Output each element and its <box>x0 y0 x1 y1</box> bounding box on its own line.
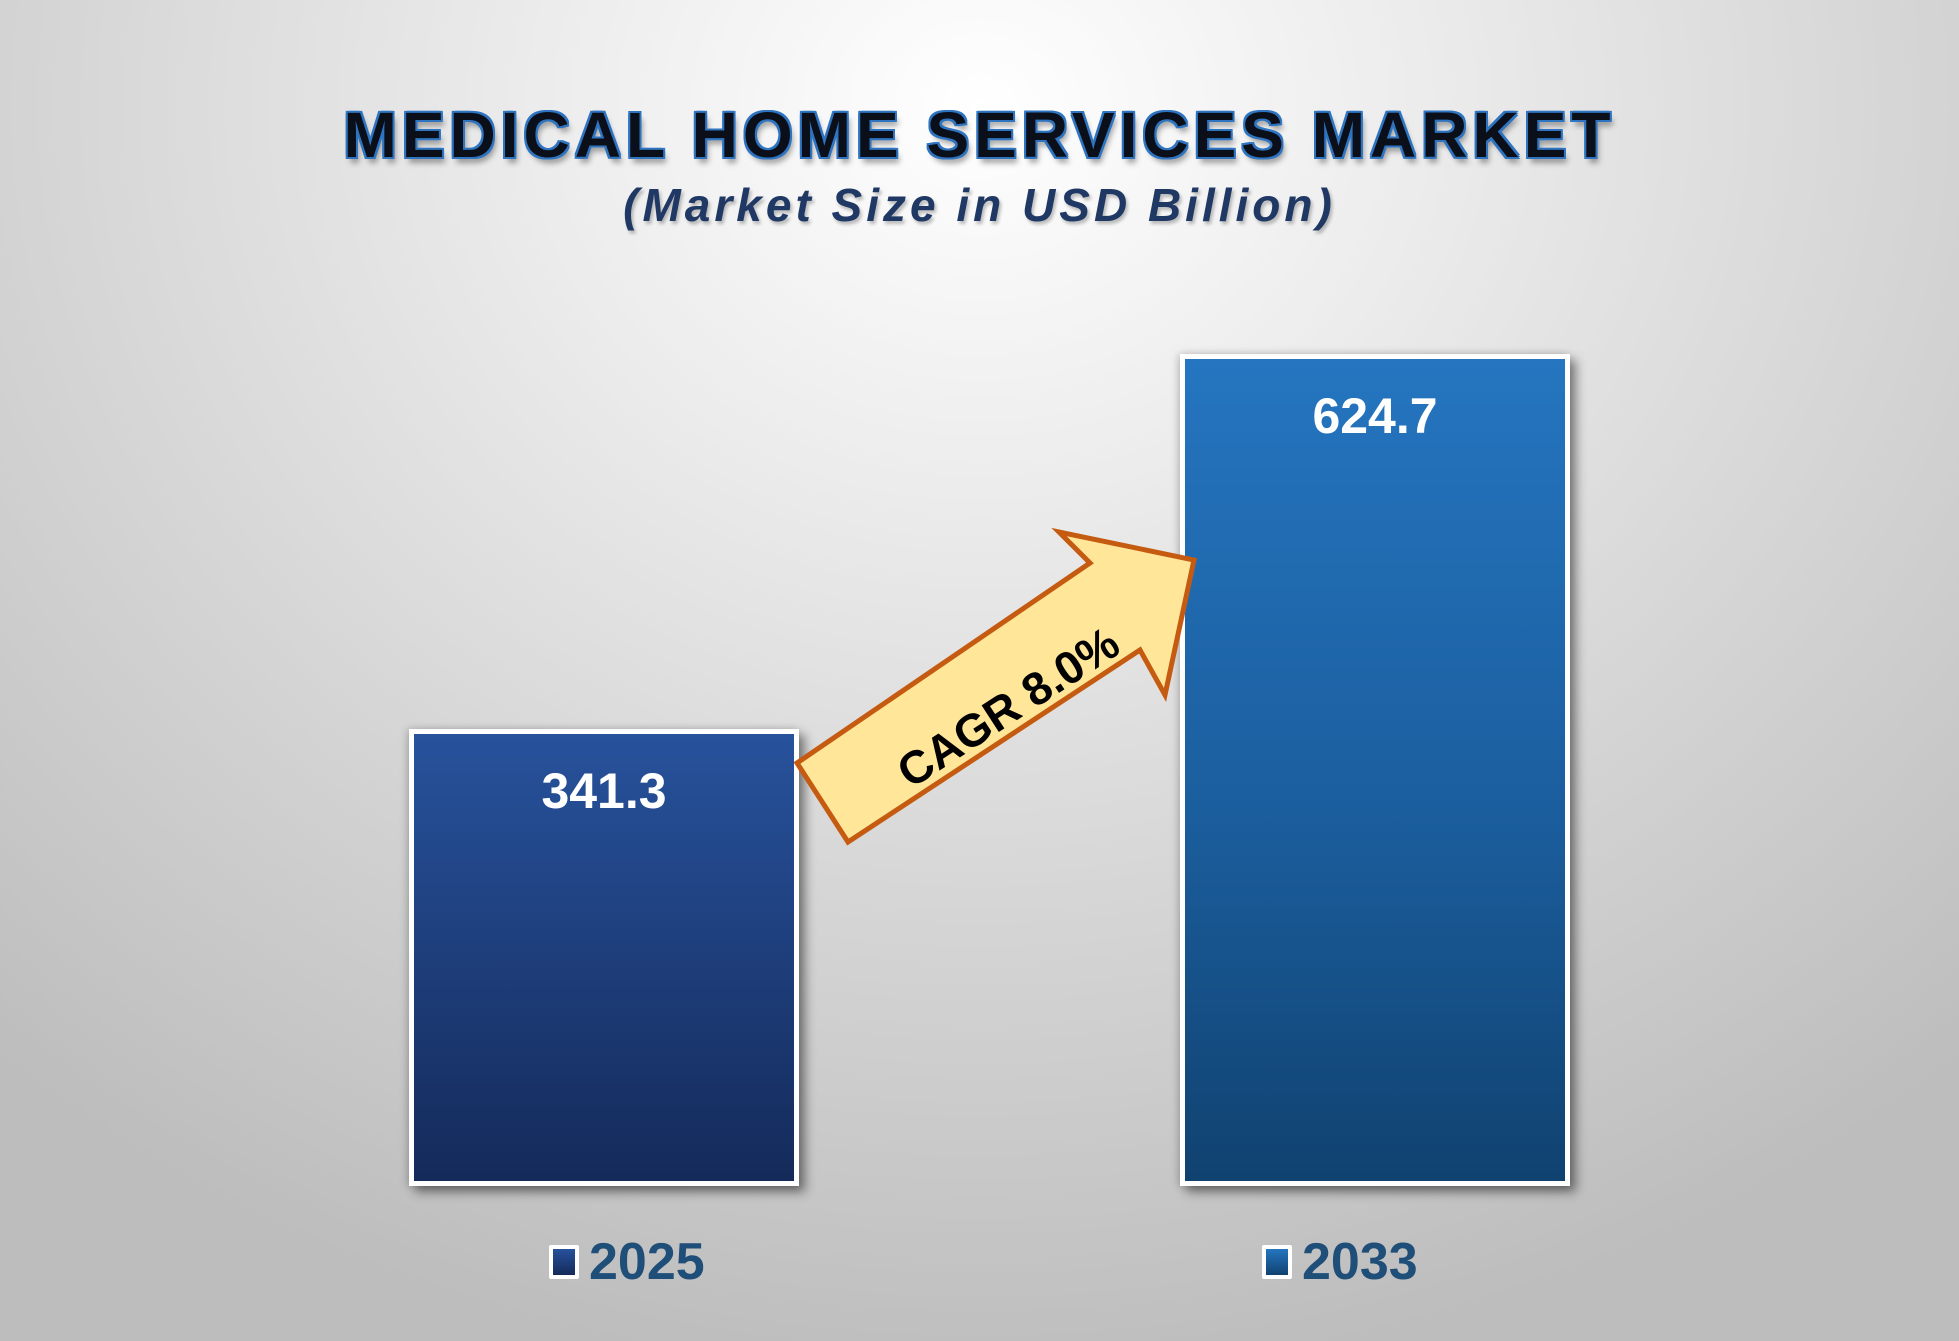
legend-label-2033: 2033 <box>1302 1233 1418 1291</box>
legend-swatch-icon <box>1262 1245 1292 1279</box>
bar-2033: 624.7 <box>1180 354 1570 1186</box>
legend-swatch-icon <box>549 1245 579 1279</box>
legend-label-2025: 2025 <box>589 1233 705 1291</box>
legend-item-2033: 2033 <box>1262 1232 1418 1292</box>
cagr-label: CAGR 8.0% <box>887 616 1129 798</box>
chart-title: MEDICAL HOME SERVICES MARKET <box>343 99 1616 171</box>
bar-value-label-2033: 624.7 <box>1312 388 1438 444</box>
chart-subtitle: (Market Size in USD Billion) <box>623 179 1336 231</box>
legend-item-2025: 2025 <box>549 1232 705 1292</box>
bar-2025: 341.3 <box>409 729 799 1186</box>
bar-value-label-2025: 341.3 <box>541 763 667 819</box>
